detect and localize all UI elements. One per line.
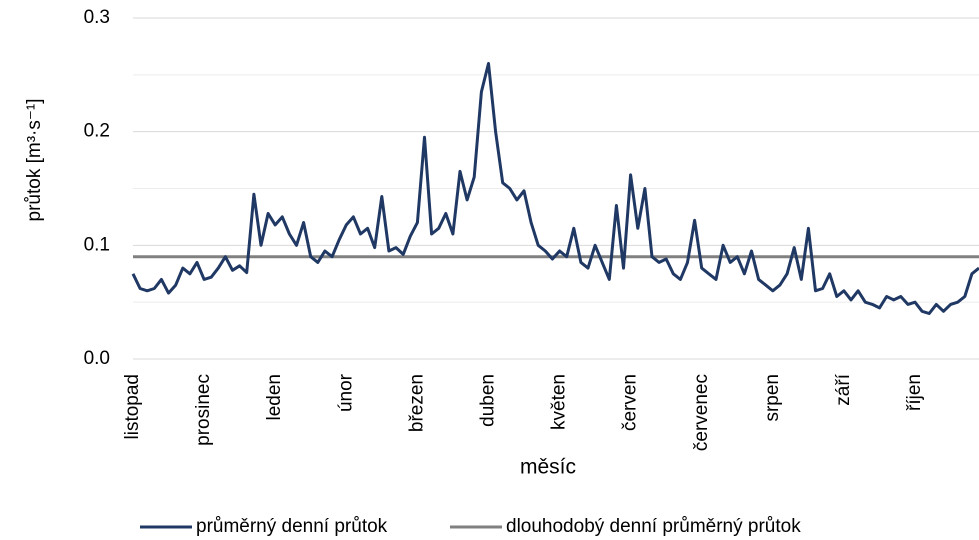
x-tick-label: prosinec — [193, 374, 214, 446]
x-tick-label: duben — [477, 374, 498, 427]
y-tick-label: 0.0 — [84, 348, 110, 369]
x-tick-label: leden — [264, 374, 285, 421]
x-tick-label: září — [833, 373, 854, 405]
x-tick-label: červen — [620, 374, 641, 431]
x-tick-label: říjen — [904, 374, 925, 411]
y-tick-label: 0.3 — [84, 7, 110, 28]
x-tick-label: srpen — [762, 374, 783, 422]
x-axis-label: měsíc — [520, 456, 576, 479]
x-tick-label: květen — [549, 374, 570, 430]
legend-label: dlouhodobý denní průměrný průtok — [506, 516, 801, 537]
x-tick-label: listopad — [122, 374, 143, 440]
y-tick-label: 0.1 — [84, 234, 110, 255]
data-line — [131, 62, 979, 315]
legend-label: průměrný denní průtok — [196, 516, 388, 537]
y-tick-label: 0.2 — [84, 121, 110, 142]
x-tick-label: červenec — [691, 374, 712, 451]
x-tick-label: únor — [335, 373, 356, 412]
y-axis-label: průtok [m³·s⁻¹] — [24, 99, 45, 222]
x-tick-label: březen — [406, 374, 427, 432]
